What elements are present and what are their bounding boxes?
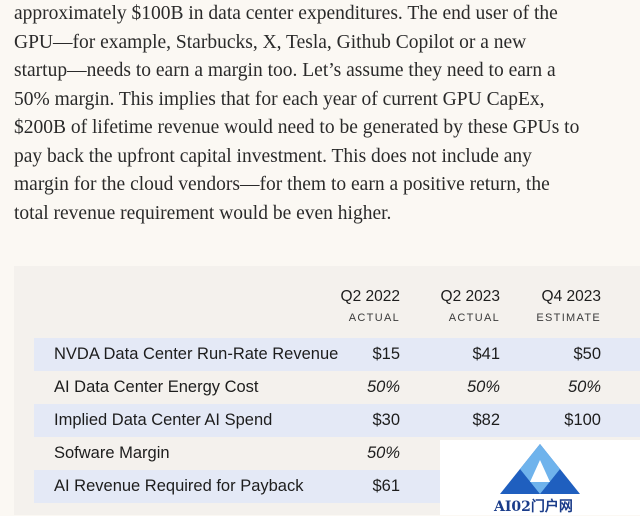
row-label: NVDA Data Center Run-Rate Revenue	[54, 345, 339, 363]
table-row: AI Data Center Energy Cost 50% 50% 50%	[34, 371, 640, 404]
table-row: NVDA Data Center Run-Rate Revenue $15 $4…	[34, 338, 640, 371]
article-line: $200B of lifetime revenue would need to …	[14, 117, 580, 138]
article-text: approximately $100B in data center expen…	[14, 0, 640, 228]
row-label: Implied Data Center AI Spend	[54, 411, 273, 429]
row-value: 50%	[466, 378, 500, 396]
article-line: total revenue requirement would be even …	[14, 202, 392, 224]
article-line: approximately $100B in data center expen…	[14, 3, 558, 24]
row-value: $61	[372, 477, 400, 495]
column-status: ACTUAL	[448, 312, 500, 324]
row-label: AI Data Center Energy Cost	[54, 378, 259, 396]
triangle-logo-icon	[500, 444, 580, 494]
row-value: $30	[372, 411, 400, 429]
row-value: 50%	[567, 378, 601, 396]
article-line: margin for the cloud vendors—for them to…	[14, 174, 550, 195]
column-period: Q2 2023	[440, 288, 500, 305]
row-value: $82	[472, 411, 500, 429]
column-header-q2-2023: Q2 2023 ACTUAL	[380, 288, 500, 324]
row-value: $100	[564, 411, 601, 429]
row-value: $15	[372, 345, 400, 363]
table-row: Implied Data Center AI Spend $30 $82 $10…	[34, 404, 640, 437]
row-value: $50	[573, 345, 601, 363]
row-value: 50%	[366, 444, 400, 462]
article-line: pay back the upfront capital investment.…	[14, 145, 532, 167]
row-value: $41	[472, 345, 500, 363]
column-status: ESTIMATE	[536, 312, 601, 324]
column-status: ACTUAL	[348, 312, 400, 324]
row-label: Sofware Margin	[54, 444, 170, 462]
watermark-text: AI02门户网	[494, 499, 573, 515]
column-header-q2-2022: Q2 2022 ACTUAL	[280, 288, 400, 324]
article-line: startup—needs to earn a margin too. Let’…	[14, 60, 556, 81]
column-period: Q4 2023	[541, 288, 601, 305]
row-value: 50%	[366, 378, 400, 396]
table-row: Sofware Margin 50%	[34, 437, 640, 470]
article-line: 50% margin. This implies that for each y…	[14, 88, 545, 110]
site-watermark: AI02门户网	[440, 440, 640, 515]
article-line: GPU—for example, Starbucks, X, Tesla, Gi…	[14, 31, 527, 53]
column-header-q4-2023: Q4 2023 ESTIMATE	[481, 288, 601, 324]
column-period: Q2 2022	[340, 288, 400, 305]
row-label: AI Revenue Required for Payback	[54, 477, 304, 495]
